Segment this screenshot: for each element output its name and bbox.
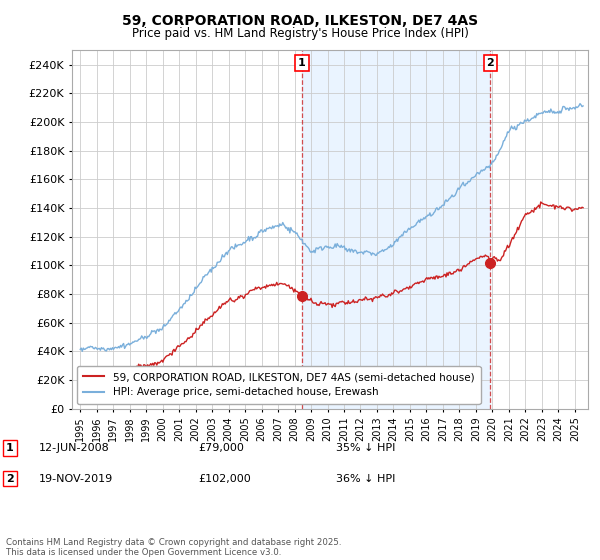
Text: 59, CORPORATION ROAD, ILKESTON, DE7 4AS: 59, CORPORATION ROAD, ILKESTON, DE7 4AS — [122, 14, 478, 28]
Text: 1: 1 — [6, 443, 14, 453]
Text: Contains HM Land Registry data © Crown copyright and database right 2025.
This d: Contains HM Land Registry data © Crown c… — [6, 538, 341, 557]
Text: 12-JUN-2008: 12-JUN-2008 — [39, 443, 110, 453]
Text: 1: 1 — [298, 58, 306, 68]
Text: 2: 2 — [6, 474, 14, 484]
Text: 36% ↓ HPI: 36% ↓ HPI — [336, 474, 395, 484]
Bar — [302, 50, 490, 409]
Text: £102,000: £102,000 — [198, 474, 251, 484]
Text: Price paid vs. HM Land Registry's House Price Index (HPI): Price paid vs. HM Land Registry's House … — [131, 27, 469, 40]
Legend: 59, CORPORATION ROAD, ILKESTON, DE7 4AS (semi-detached house), HPI: Average pric: 59, CORPORATION ROAD, ILKESTON, DE7 4AS … — [77, 366, 481, 404]
Text: 35% ↓ HPI: 35% ↓ HPI — [336, 443, 395, 453]
Text: 19-NOV-2019: 19-NOV-2019 — [39, 474, 113, 484]
Text: 2: 2 — [487, 58, 494, 68]
Text: £79,000: £79,000 — [198, 443, 244, 453]
